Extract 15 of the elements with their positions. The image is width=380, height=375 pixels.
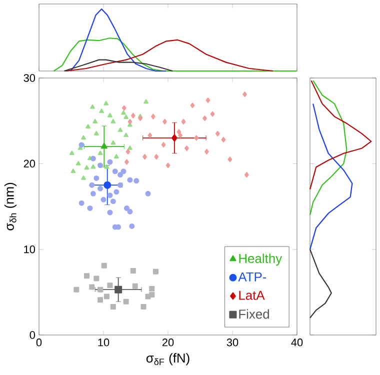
y-tick-label: 20 xyxy=(24,160,36,168)
x-tick-label: 40 xyxy=(291,338,303,346)
x-tick-label: 30 xyxy=(226,338,238,346)
x-tick-label: 20 xyxy=(162,338,174,346)
legend-label: LatA xyxy=(239,290,265,300)
y-tick-label: 30 xyxy=(24,74,36,82)
x-tick-label: 10 xyxy=(98,338,110,346)
y-tick-label: 0 xyxy=(30,331,36,339)
legend-label: Healthy xyxy=(239,254,282,266)
x-axis-title: σ$_{δF}$ (fN) xyxy=(146,353,190,366)
y-axis-title: σ$_{δh}$ (nm) xyxy=(4,182,16,230)
legend-label: Fixed xyxy=(239,309,269,319)
x-tick-label: 0 xyxy=(36,338,42,346)
y-tick-label: 10 xyxy=(24,245,36,254)
legend-label: ATP- xyxy=(238,272,266,282)
